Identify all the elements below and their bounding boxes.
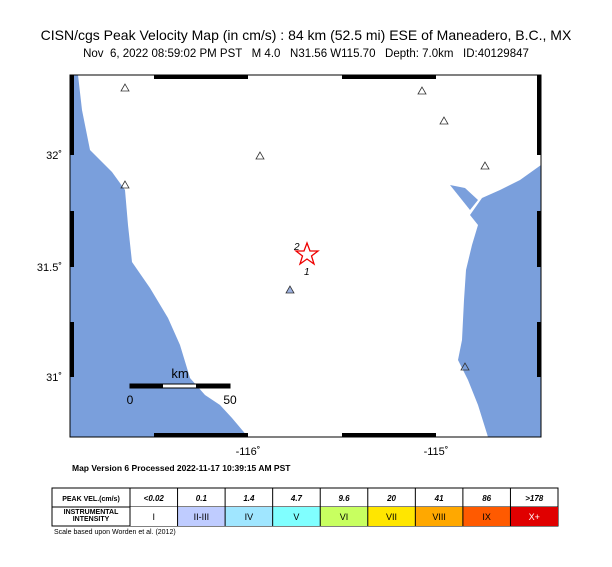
lat-label: 31.5˚ [37,262,62,274]
water [450,185,478,210]
intensity-label: I [153,512,156,522]
intensity-label: VI [340,512,349,522]
station-label: 2 [293,242,300,253]
frame-ticks [70,75,541,437]
velocity-label: 20 [386,494,396,503]
water [458,165,541,437]
scale-unit: km [171,366,188,381]
processed-note: Map Version 6 Processed 2022-11-17 10:39… [72,463,291,473]
velocity-label: 9.6 [338,494,350,503]
intensity-swatch [177,507,226,526]
velocity-label: 41 [434,494,444,503]
intensity-swatch [415,507,463,526]
velocity-label: >178 [525,494,544,503]
velocity-label: 86 [482,494,491,503]
lat-label: 32˚ [46,150,62,162]
velocity-label: 1.4 [243,494,255,503]
lat-label: 31˚ [46,372,62,384]
intensity-swatch [225,507,273,526]
intensity-label: II-III [194,512,210,522]
intensity-swatch [462,507,511,526]
intensity-label: V [293,512,299,522]
intensity-swatch [130,507,178,526]
scale-start: 0 [127,393,134,407]
intensity-label: IV [245,512,254,522]
intensity-label: IX [482,512,491,522]
intensity-swatch [320,507,368,526]
water [70,75,248,437]
subtitle: Nov 6, 2022 08:59:02 PM PST M 4.0 N31.56… [83,48,529,60]
intensity-swatch [272,507,321,526]
velocity-label: 4.7 [290,494,303,503]
legend-row-header: PEAK VEL.(cm/s) [62,496,120,503]
stations [120,83,490,371]
lon-label: -115˚ [424,446,449,458]
station-label: 1 [304,267,310,278]
scale-end: 50 [223,393,237,407]
velocity-label: <0.02 [144,494,165,503]
title: CISN/cgs Peak Velocity Map (in cm/s) : 8… [41,27,572,43]
scale-bar: km 0 50 [127,366,237,407]
intensity-label: X+ [529,512,540,522]
intensity-legend: PEAK VEL.(cm/s) INSTRUMENTAL INTENSITY <… [51,487,559,527]
footnote: Scale based upon Worden et al. (2012) [54,529,176,536]
map: 2 1 km 0 50 32˚ 31.5˚ 31˚ -116˚ -115˚ [37,74,542,458]
intensity-swatch [367,507,416,526]
intensity-swatch [510,507,558,526]
intensity-label: VII [386,512,397,522]
lon-label: -116˚ [236,446,261,458]
legend-row-header-box: INSTRUMENTAL INTENSITY [63,509,119,523]
intensity-label: VIII [432,512,446,522]
velocity-label: 0.1 [196,494,208,503]
epicenter [294,241,320,266]
legend-row-header: INSTRUMENTAL INTENSITY [63,509,119,523]
